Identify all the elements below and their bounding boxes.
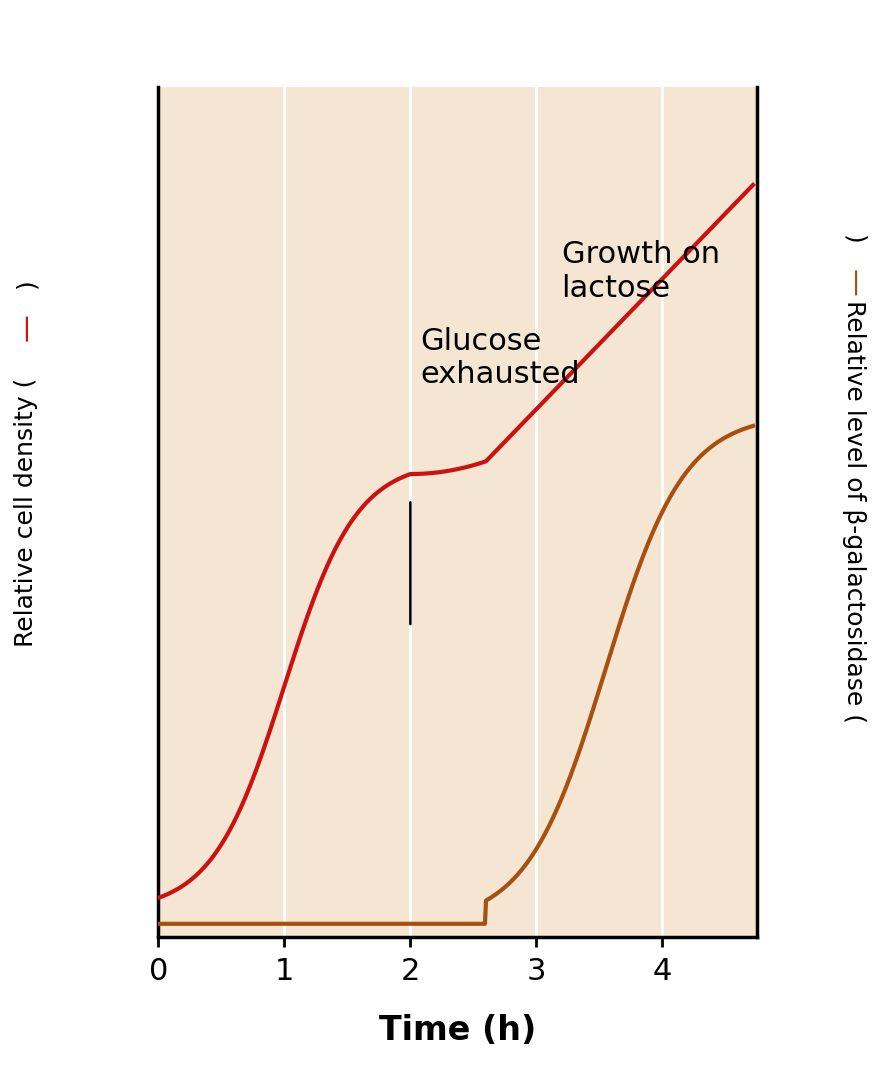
X-axis label: Time (h): Time (h) (379, 1014, 536, 1048)
Text: Growth on
lactose: Growth on lactose (561, 240, 720, 303)
Text: Relative cell density (: Relative cell density ( (14, 377, 39, 647)
Text: Glucose
exhausted: Glucose exhausted (421, 327, 580, 389)
Text: —: — (12, 313, 40, 341)
Text: —: — (840, 269, 868, 297)
Text: Relative level of β-galactosidase (: Relative level of β-galactosidase ( (841, 301, 866, 723)
Text: ): ) (14, 279, 39, 287)
Text: ): ) (841, 235, 866, 244)
